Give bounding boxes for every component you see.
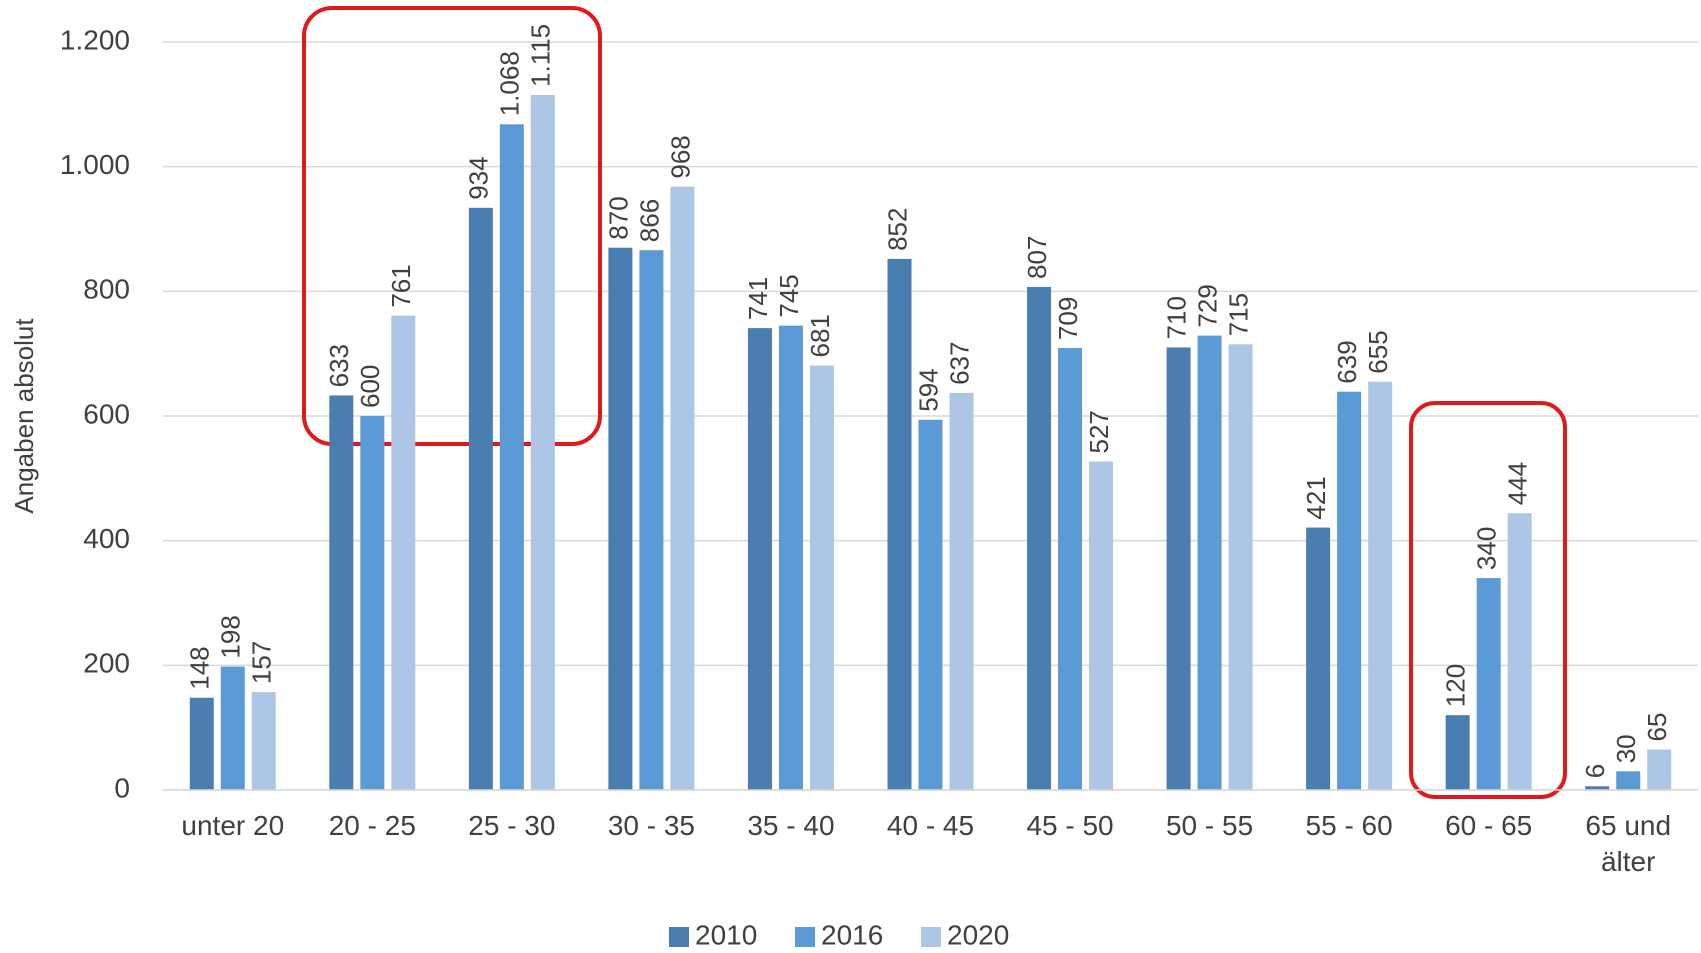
data-label: 655	[1363, 330, 1393, 373]
legend-label: 2016	[821, 919, 883, 950]
x-tick-label: 35 - 40	[747, 810, 835, 841]
y-tick-label: 1.200	[60, 24, 130, 55]
data-label: 600	[355, 365, 385, 408]
bar	[530, 94, 555, 790]
bar	[1368, 381, 1393, 790]
x-tick-label: 25 - 30	[468, 810, 556, 841]
data-label: 120	[1441, 664, 1471, 707]
y-tick-label: 800	[83, 274, 130, 305]
bar	[189, 697, 214, 790]
data-label: 741	[743, 277, 773, 320]
x-tick-label: 65 und älter	[1585, 810, 1672, 877]
bar	[747, 328, 772, 790]
x-tick-label: unter 20	[181, 810, 285, 841]
y-tick-label: 1.000	[60, 149, 130, 180]
data-label: 934	[464, 156, 494, 199]
data-label: 157	[247, 641, 277, 684]
x-tick-label: 55 - 60	[1305, 810, 1393, 841]
highlight-box	[302, 6, 602, 446]
data-label: 710	[1161, 296, 1191, 339]
bar	[918, 419, 943, 790]
bar	[887, 258, 912, 790]
legend-label: 2020	[947, 919, 1009, 950]
data-label: 637	[944, 342, 974, 385]
data-label: 866	[634, 199, 664, 242]
data-label: 870	[603, 196, 633, 239]
bar	[1616, 771, 1641, 790]
data-label: 527	[1084, 410, 1114, 453]
data-label: 852	[882, 208, 912, 251]
legend-swatch	[795, 927, 815, 947]
bar	[1507, 513, 1532, 790]
bar	[608, 247, 633, 790]
x-tick-label: 30 - 35	[607, 810, 695, 841]
bar	[1306, 527, 1331, 790]
legend-swatch	[921, 927, 941, 947]
bar	[1476, 578, 1501, 790]
x-tick-label: 20 - 25	[328, 810, 416, 841]
data-label: 1.115	[526, 24, 556, 87]
data-label: 65	[1642, 713, 1672, 742]
data-label: 709	[1053, 297, 1083, 340]
data-label: 148	[185, 646, 215, 689]
data-label: 807	[1022, 236, 1052, 279]
data-label: 421	[1301, 476, 1331, 519]
bar	[251, 692, 276, 790]
data-label: 1.068	[495, 51, 525, 116]
x-tick-label: 45 - 50	[1026, 810, 1114, 841]
data-label: 198	[216, 615, 246, 658]
data-label: 30	[1611, 734, 1641, 763]
data-label: 444	[1503, 462, 1533, 505]
x-tick-label: 60 - 65	[1445, 810, 1533, 841]
bar	[1585, 786, 1610, 790]
data-label: 6	[1580, 764, 1610, 778]
x-tick-label: 50 - 55	[1165, 810, 1254, 841]
data-label: 340	[1472, 527, 1502, 570]
y-axis-title: Angaben absolut	[9, 318, 39, 514]
bar	[329, 395, 354, 790]
bar	[809, 365, 834, 790]
data-label: 639	[1332, 340, 1362, 383]
bar	[1197, 335, 1222, 790]
data-label: 761	[386, 264, 416, 307]
bar	[639, 250, 664, 790]
bar	[499, 124, 524, 790]
x-tick-label: 40 - 45	[886, 810, 975, 841]
bar	[949, 392, 974, 790]
bar	[1027, 286, 1052, 790]
y-tick-label: 0	[114, 772, 130, 803]
bar	[468, 207, 493, 791]
bar	[1228, 344, 1253, 790]
bar	[1089, 461, 1114, 790]
data-label: 715	[1223, 293, 1253, 336]
y-tick-label: 200	[83, 648, 130, 679]
bar	[1337, 391, 1362, 790]
data-label: 681	[805, 314, 835, 357]
data-label: 594	[913, 368, 943, 411]
data-label: 633	[324, 344, 354, 387]
bar	[1647, 749, 1672, 790]
data-label: 729	[1192, 284, 1222, 327]
legend-label: 2010	[695, 919, 757, 950]
bar	[391, 315, 416, 790]
bar	[1166, 347, 1191, 790]
bar	[1058, 348, 1083, 790]
bar	[1445, 715, 1470, 790]
highlight-box	[1409, 401, 1567, 799]
data-label: 745	[774, 274, 804, 317]
bar	[360, 416, 385, 790]
bar	[670, 186, 695, 790]
y-tick-label: 400	[83, 523, 130, 554]
bar	[220, 666, 245, 790]
y-tick-label: 600	[83, 398, 130, 429]
bar	[778, 325, 803, 790]
legend-swatch	[669, 927, 689, 947]
data-label: 968	[665, 135, 695, 178]
